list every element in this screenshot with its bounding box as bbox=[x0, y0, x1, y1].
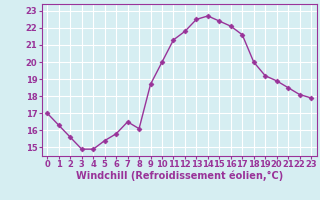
X-axis label: Windchill (Refroidissement éolien,°C): Windchill (Refroidissement éolien,°C) bbox=[76, 171, 283, 181]
